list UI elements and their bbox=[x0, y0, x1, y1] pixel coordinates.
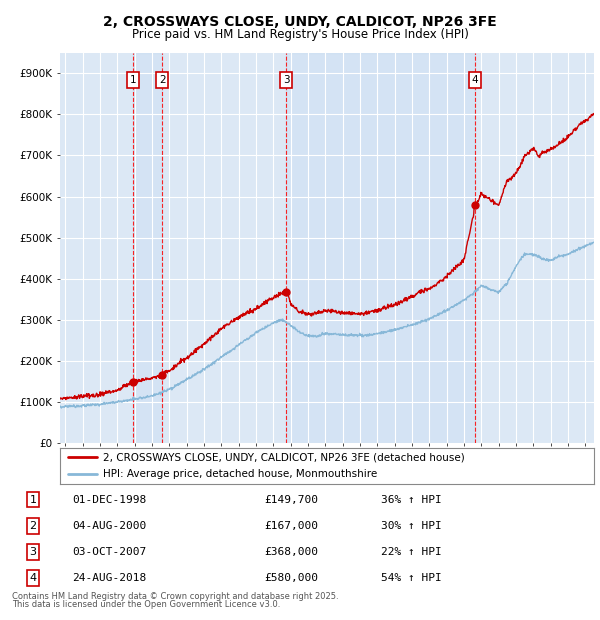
Text: 03-OCT-2007: 03-OCT-2007 bbox=[72, 547, 146, 557]
Text: 3: 3 bbox=[283, 75, 290, 85]
Text: 54% ↑ HPI: 54% ↑ HPI bbox=[381, 573, 442, 583]
Text: 04-AUG-2000: 04-AUG-2000 bbox=[72, 521, 146, 531]
Text: £368,000: £368,000 bbox=[264, 547, 318, 557]
Text: £167,000: £167,000 bbox=[264, 521, 318, 531]
Text: £149,700: £149,700 bbox=[264, 495, 318, 505]
Text: 3: 3 bbox=[29, 547, 37, 557]
Text: 2: 2 bbox=[29, 521, 37, 531]
Text: HPI: Average price, detached house, Monmouthshire: HPI: Average price, detached house, Monm… bbox=[103, 469, 377, 479]
Text: 24-AUG-2018: 24-AUG-2018 bbox=[72, 573, 146, 583]
Text: 22% ↑ HPI: 22% ↑ HPI bbox=[381, 547, 442, 557]
Text: 1: 1 bbox=[29, 495, 37, 505]
Bar bbox=[286, 53, 475, 443]
Text: 4: 4 bbox=[472, 75, 479, 85]
Text: This data is licensed under the Open Government Licence v3.0.: This data is licensed under the Open Gov… bbox=[12, 600, 280, 609]
Text: 2, CROSSWAYS CLOSE, UNDY, CALDICOT, NP26 3FE (detached house): 2, CROSSWAYS CLOSE, UNDY, CALDICOT, NP26… bbox=[103, 453, 464, 463]
Text: Contains HM Land Registry data © Crown copyright and database right 2025.: Contains HM Land Registry data © Crown c… bbox=[12, 592, 338, 601]
Text: Price paid vs. HM Land Registry's House Price Index (HPI): Price paid vs. HM Land Registry's House … bbox=[131, 28, 469, 41]
Text: 1: 1 bbox=[130, 75, 136, 85]
Text: 30% ↑ HPI: 30% ↑ HPI bbox=[381, 521, 442, 531]
Text: 4: 4 bbox=[29, 573, 37, 583]
Text: 2: 2 bbox=[159, 75, 166, 85]
Text: 01-DEC-1998: 01-DEC-1998 bbox=[72, 495, 146, 505]
Text: 36% ↑ HPI: 36% ↑ HPI bbox=[381, 495, 442, 505]
Text: £580,000: £580,000 bbox=[264, 573, 318, 583]
Text: 2, CROSSWAYS CLOSE, UNDY, CALDICOT, NP26 3FE: 2, CROSSWAYS CLOSE, UNDY, CALDICOT, NP26… bbox=[103, 16, 497, 30]
Bar bbox=[133, 53, 162, 443]
